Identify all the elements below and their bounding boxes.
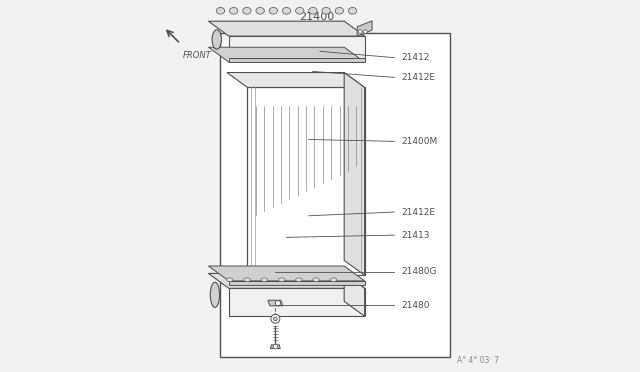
Circle shape	[364, 30, 367, 33]
Text: 21400: 21400	[299, 12, 334, 22]
Text: 21413: 21413	[402, 231, 430, 240]
Circle shape	[271, 314, 280, 323]
Polygon shape	[227, 73, 365, 87]
Ellipse shape	[230, 7, 238, 14]
Polygon shape	[229, 58, 365, 62]
Bar	[220, 33, 450, 357]
Polygon shape	[271, 345, 280, 349]
Ellipse shape	[278, 278, 285, 282]
Ellipse shape	[322, 7, 330, 14]
Text: 21412: 21412	[402, 53, 430, 62]
Text: 21480G: 21480G	[402, 267, 437, 276]
Ellipse shape	[227, 278, 233, 282]
Polygon shape	[357, 21, 372, 36]
Circle shape	[358, 30, 362, 33]
Text: 21480: 21480	[402, 301, 430, 310]
Polygon shape	[229, 281, 365, 285]
Ellipse shape	[244, 278, 250, 282]
Ellipse shape	[211, 282, 220, 307]
Text: 21400M: 21400M	[402, 137, 438, 146]
Ellipse shape	[212, 30, 221, 49]
Polygon shape	[209, 21, 365, 36]
Polygon shape	[209, 273, 365, 288]
Polygon shape	[209, 266, 365, 281]
Circle shape	[273, 317, 277, 321]
Ellipse shape	[261, 278, 268, 282]
Ellipse shape	[330, 278, 337, 282]
Ellipse shape	[269, 7, 278, 14]
Polygon shape	[209, 47, 365, 62]
Ellipse shape	[348, 7, 356, 14]
Ellipse shape	[313, 278, 319, 282]
Ellipse shape	[296, 7, 304, 14]
Circle shape	[275, 301, 280, 306]
Text: 21412E: 21412E	[402, 208, 436, 217]
Ellipse shape	[216, 7, 225, 14]
Ellipse shape	[308, 7, 317, 14]
Polygon shape	[229, 288, 365, 316]
Text: FRONT: FRONT	[182, 51, 211, 60]
Polygon shape	[344, 273, 365, 316]
Ellipse shape	[282, 7, 291, 14]
Polygon shape	[248, 87, 365, 275]
Ellipse shape	[243, 7, 251, 14]
Text: 21412E: 21412E	[402, 73, 436, 82]
Text: A° 4° 03· 7: A° 4° 03· 7	[456, 356, 499, 365]
Polygon shape	[268, 300, 283, 306]
Circle shape	[273, 344, 278, 349]
Ellipse shape	[335, 7, 344, 14]
Polygon shape	[229, 36, 365, 58]
Polygon shape	[344, 73, 365, 275]
Ellipse shape	[296, 278, 302, 282]
Ellipse shape	[256, 7, 264, 14]
